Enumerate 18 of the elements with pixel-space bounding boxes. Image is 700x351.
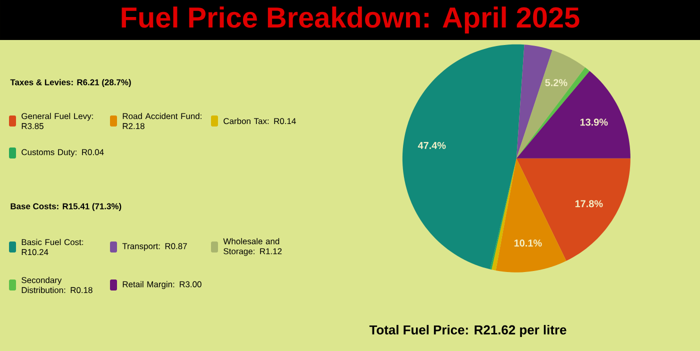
legend-label: Carbon Tax: R0.14 — [224, 118, 296, 124]
chart-title: Fuel Price Breakdown: April 2025 — [122, 6, 580, 34]
text: Total Fuel Price: R21.62 per litre — [369, 324, 566, 338]
legend-label: General Fuel Levy: R3.85 — [22, 112, 93, 130]
legend-label: Secondary Distribution: R0.18 — [22, 276, 92, 294]
legend-label: Customs Duty: R0.04 — [22, 149, 104, 157]
data-label: 5.2% — [545, 79, 568, 86]
legend-label: Basic Fuel Cost: R10.24 — [22, 238, 84, 256]
data-label: 17.8% — [575, 200, 603, 208]
text: Taxes & Levies: R6.21 (28.7%) — [10, 79, 131, 87]
text: Base Costs: R15.41 (71.3%) — [10, 203, 122, 211]
legend-label: Wholesale and Storage: R1.12 — [223, 238, 282, 256]
legend-label: Retail Margin: R3.00 — [122, 281, 202, 289]
data-label: 13.9% — [580, 118, 608, 126]
data-label: 47.4% — [418, 142, 446, 149]
legend-label: Transport: R0.87 — [122, 243, 187, 251]
data-label: 10.1% — [514, 240, 542, 247]
legend-label: Road Accident Fund: R2.18 — [122, 112, 202, 130]
